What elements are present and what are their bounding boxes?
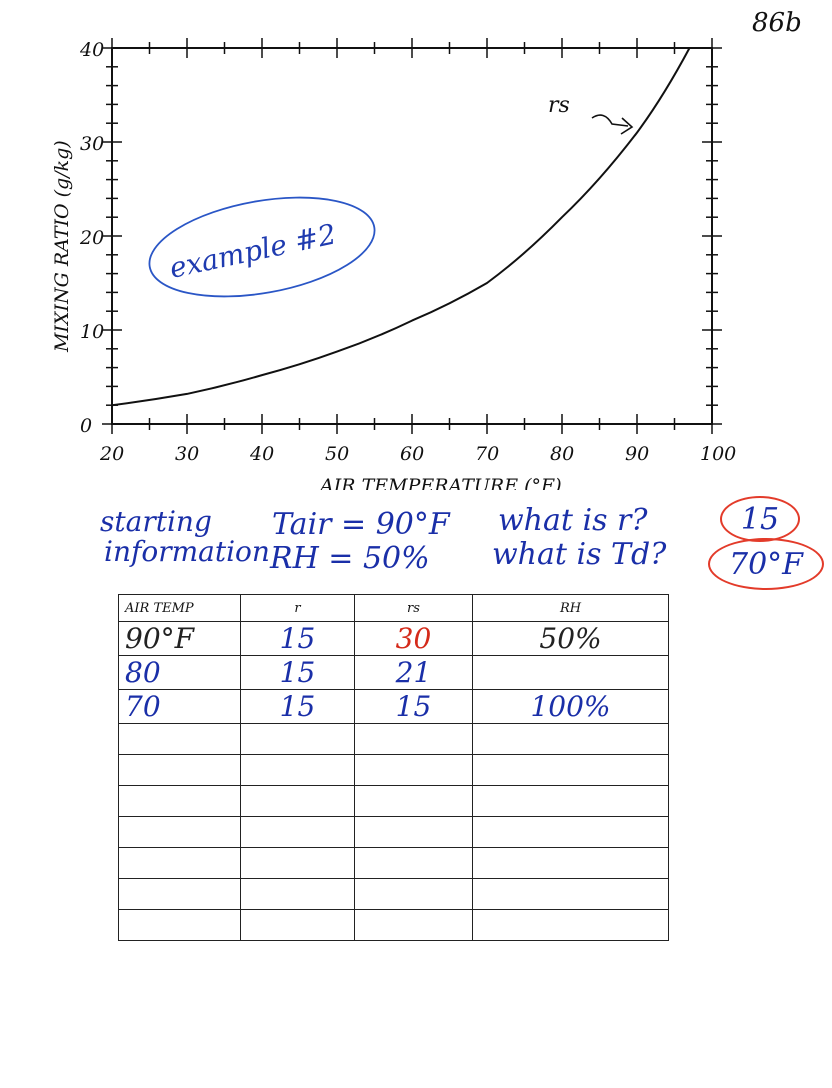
table-cell bbox=[240, 909, 355, 941]
table-cell bbox=[240, 785, 355, 817]
table-cell bbox=[472, 723, 669, 755]
table-cell bbox=[354, 909, 473, 941]
starting-label-line2: information bbox=[104, 535, 270, 568]
table-row bbox=[118, 909, 669, 941]
table-cell bbox=[118, 816, 241, 848]
y-tick-label: 20 bbox=[79, 227, 104, 249]
table-row bbox=[118, 785, 669, 817]
table-cell: 90°F bbox=[118, 621, 241, 656]
x-ticks: 20 30 40 50 60 70 80 90 100 bbox=[99, 38, 736, 465]
page-number: 86b bbox=[752, 8, 802, 38]
table-cell bbox=[472, 878, 669, 910]
x-tick-label: 70 bbox=[475, 443, 499, 465]
x-tick-label: 60 bbox=[400, 443, 424, 465]
table-cell: 80 bbox=[118, 655, 241, 690]
table-cell bbox=[118, 909, 241, 941]
header-air-temp: AIR TEMP bbox=[118, 594, 241, 622]
table-cell: 15 bbox=[240, 689, 355, 724]
table-cell: 15 bbox=[240, 621, 355, 656]
x-tick-label: 40 bbox=[249, 443, 274, 465]
table-cell bbox=[118, 847, 241, 879]
y-tick-label: 40 bbox=[79, 39, 104, 61]
x-tick-label: 90 bbox=[625, 443, 649, 465]
y-tick-label: 30 bbox=[80, 133, 104, 155]
table-cell bbox=[472, 785, 669, 817]
data-table: AIR TEMP r rs RH 90°F 15 30 50% 80 15 21 70 15 15… bbox=[118, 594, 669, 941]
table-cell bbox=[472, 847, 669, 879]
table-cell bbox=[240, 723, 355, 755]
table-cell bbox=[472, 655, 669, 690]
table-cell bbox=[472, 754, 669, 786]
table-cell: 15 bbox=[240, 655, 355, 690]
x-tick-label: 30 bbox=[175, 443, 199, 465]
table-cell: 50% bbox=[472, 621, 669, 656]
rs-curve bbox=[111, 47, 691, 407]
table-cell bbox=[354, 785, 473, 817]
y-axis-label: MIXING RATIO (g/kg) bbox=[51, 140, 73, 353]
header-r: r bbox=[240, 594, 355, 622]
table-header-row: AIR TEMP r rs RH bbox=[118, 594, 669, 622]
starting-information: starting information Tair = 90°F RH = 50… bbox=[0, 488, 832, 590]
table-row: 70 15 15 100% bbox=[118, 689, 669, 724]
plot-frame bbox=[111, 47, 713, 425]
rh-value: RH = 50% bbox=[270, 541, 430, 576]
question-td: what is Td? bbox=[492, 537, 667, 572]
x-tick-label: 50 bbox=[325, 443, 349, 465]
table-row bbox=[118, 847, 669, 879]
table-cell bbox=[354, 723, 473, 755]
starting-label-line1: starting bbox=[100, 505, 212, 538]
table-cell: 15 bbox=[354, 689, 473, 724]
x-tick-label: 80 bbox=[550, 443, 574, 465]
table-cell bbox=[118, 785, 241, 817]
table-row bbox=[118, 723, 669, 755]
header-rs: rs bbox=[354, 594, 473, 622]
table-cell: 30 bbox=[354, 621, 473, 656]
table-cell bbox=[118, 723, 241, 755]
table-row bbox=[118, 878, 669, 910]
chart-axes bbox=[111, 47, 713, 425]
x-tick-label: 20 bbox=[99, 443, 124, 465]
answer-td: 70°F bbox=[708, 538, 824, 590]
example-note-ellipse bbox=[148, 196, 376, 298]
table-cell bbox=[118, 878, 241, 910]
tair-value: Tair = 90°F bbox=[272, 507, 450, 542]
table-row bbox=[118, 816, 669, 848]
table-cell bbox=[240, 847, 355, 879]
table-cell: 21 bbox=[354, 655, 473, 690]
table-cell bbox=[240, 816, 355, 848]
x-tick-label: 100 bbox=[700, 443, 736, 465]
table-cell bbox=[240, 878, 355, 910]
table-cell bbox=[354, 816, 473, 848]
table-cell bbox=[118, 754, 241, 786]
answer-r: 15 bbox=[720, 496, 800, 542]
table-cell bbox=[472, 909, 669, 941]
table-cell bbox=[240, 754, 355, 786]
table-cell: 70 bbox=[118, 689, 241, 724]
table-cell: 100% bbox=[472, 689, 669, 724]
y-ticks: 0 10 20 30 40 bbox=[79, 39, 722, 437]
table-cell bbox=[472, 816, 669, 848]
y-tick-label: 10 bbox=[80, 321, 104, 343]
rs-arrow bbox=[591, 114, 634, 135]
rs-curve-label: rs bbox=[548, 93, 570, 118]
table-cell bbox=[354, 847, 473, 879]
table-row bbox=[118, 754, 669, 786]
mixing-ratio-chart: 20 30 40 50 60 70 80 90 100 0 10 20 30 40 rs example… bbox=[51, 38, 736, 490]
table-cell bbox=[354, 878, 473, 910]
example-note-text: example #2 bbox=[167, 217, 339, 284]
question-r: what is r? bbox=[498, 503, 648, 538]
table-row: 80 15 21 bbox=[118, 655, 669, 690]
header-rh: RH bbox=[472, 594, 669, 622]
table-cell bbox=[354, 754, 473, 786]
x-axis-label: AIR TEMPERATURE (°F) bbox=[318, 475, 562, 490]
y-tick-label: 0 bbox=[80, 415, 92, 437]
table-row: 90°F 15 30 50% bbox=[118, 621, 669, 656]
